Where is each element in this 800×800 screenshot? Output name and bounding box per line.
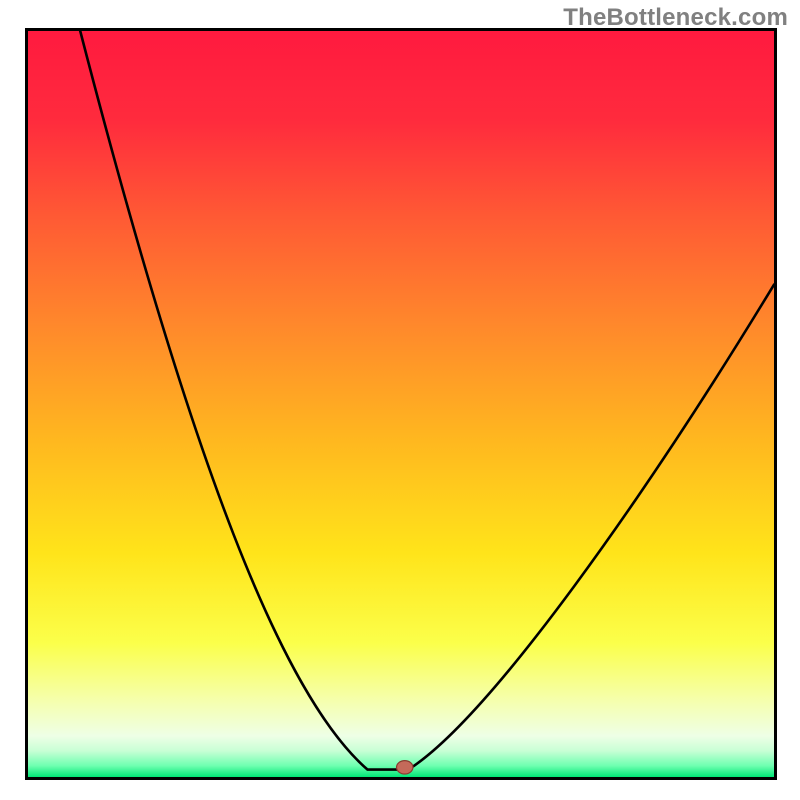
plot-overlay-svg: [0, 0, 800, 800]
chart-stage: TheBottleneck.com: [0, 0, 800, 800]
bottleneck-curve: [80, 31, 774, 770]
min-marker: [397, 761, 413, 774]
